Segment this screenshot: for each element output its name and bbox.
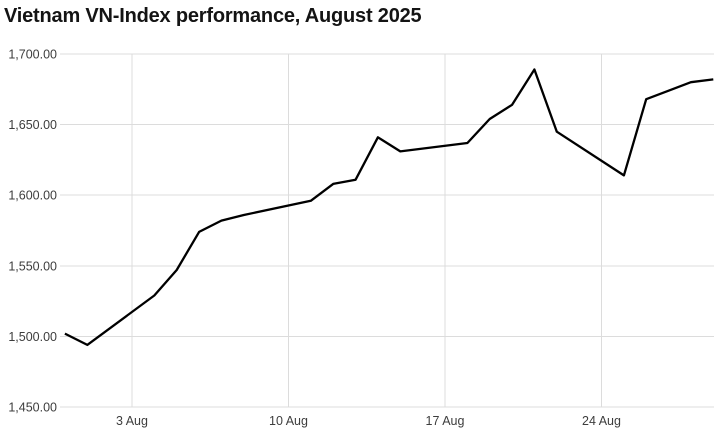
- y-gridlines: 1,700.00 1,650.00 1,600.00 1,550.00 1,500.00…: [8, 48, 714, 415]
- y-tick-label: 1,550.00: [8, 259, 57, 273]
- y-tick-label: 1,650.00: [8, 118, 57, 132]
- x-tick-label: 3 Aug: [116, 414, 148, 428]
- y-tick-label: 1,700.00: [8, 48, 57, 62]
- series-line-vn-index: [64, 68, 714, 347]
- x-tick-label: 24 Aug: [582, 414, 621, 428]
- y-tick-label: 1,600.00: [8, 189, 57, 203]
- x-tick-label: 17 Aug: [426, 414, 465, 428]
- y-tick-label: 1,450.00: [8, 401, 57, 415]
- y-tick-label: 1,500.00: [8, 330, 57, 344]
- x-gridlines: 3 Aug 10 Aug 17 Aug 24 Aug: [116, 54, 621, 428]
- chart-title: Vietnam VN-Index performance, August 202…: [4, 5, 422, 27]
- x-tick-label: 10 Aug: [269, 414, 308, 428]
